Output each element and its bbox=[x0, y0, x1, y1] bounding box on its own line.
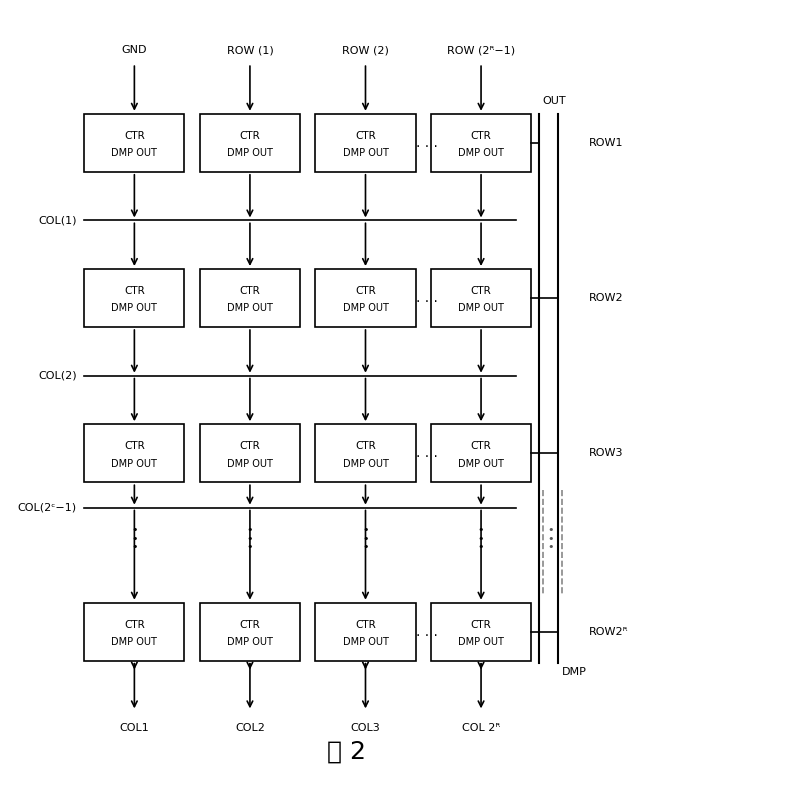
Text: DMP OUT: DMP OUT bbox=[227, 149, 273, 158]
Text: CTR: CTR bbox=[355, 286, 376, 296]
Text: CTR: CTR bbox=[470, 131, 491, 141]
FancyBboxPatch shape bbox=[315, 603, 415, 660]
Text: CTR: CTR bbox=[239, 286, 260, 296]
FancyBboxPatch shape bbox=[84, 603, 185, 660]
Text: GND: GND bbox=[122, 46, 147, 55]
Text: DMP OUT: DMP OUT bbox=[342, 459, 389, 468]
Text: DMP OUT: DMP OUT bbox=[227, 303, 273, 314]
Text: DMP OUT: DMP OUT bbox=[111, 459, 158, 468]
Text: DMP OUT: DMP OUT bbox=[342, 149, 389, 158]
FancyBboxPatch shape bbox=[431, 269, 531, 327]
Text: DMP OUT: DMP OUT bbox=[342, 638, 389, 647]
FancyBboxPatch shape bbox=[84, 114, 185, 172]
FancyBboxPatch shape bbox=[84, 424, 185, 483]
Text: DMP OUT: DMP OUT bbox=[227, 459, 273, 468]
Text: OUT: OUT bbox=[542, 96, 566, 106]
Text: 图 2: 图 2 bbox=[326, 740, 366, 764]
Text: CTR: CTR bbox=[470, 619, 491, 630]
Text: CTR: CTR bbox=[355, 131, 376, 141]
Text: CTR: CTR bbox=[470, 286, 491, 296]
Text: CTR: CTR bbox=[239, 131, 260, 141]
FancyBboxPatch shape bbox=[200, 114, 300, 172]
Text: COL(2): COL(2) bbox=[38, 371, 77, 381]
Text: DMP: DMP bbox=[562, 667, 587, 677]
Text: DMP OUT: DMP OUT bbox=[111, 303, 158, 314]
Text: CTR: CTR bbox=[124, 286, 145, 296]
Text: . . .: . . . bbox=[416, 136, 438, 150]
Text: DMP OUT: DMP OUT bbox=[227, 638, 273, 647]
Text: . . .: . . . bbox=[416, 291, 438, 305]
Text: CTR: CTR bbox=[355, 442, 376, 451]
Text: COL(1): COL(1) bbox=[38, 216, 77, 225]
FancyBboxPatch shape bbox=[431, 603, 531, 660]
Text: COL 2ᴿ: COL 2ᴿ bbox=[462, 723, 500, 733]
FancyBboxPatch shape bbox=[200, 269, 300, 327]
Text: . . .: . . . bbox=[416, 625, 438, 638]
FancyBboxPatch shape bbox=[431, 114, 531, 172]
FancyBboxPatch shape bbox=[315, 269, 415, 327]
Text: •
•
•: • • • bbox=[131, 525, 138, 552]
Text: DMP OUT: DMP OUT bbox=[342, 303, 389, 314]
Text: ROW2ᴿ: ROW2ᴿ bbox=[589, 626, 629, 637]
Text: •
•
•: • • • bbox=[246, 525, 253, 552]
Text: ROW3: ROW3 bbox=[589, 448, 623, 458]
Text: DMP OUT: DMP OUT bbox=[458, 149, 504, 158]
Text: ROW2: ROW2 bbox=[589, 293, 623, 303]
Text: CTR: CTR bbox=[124, 619, 145, 630]
FancyBboxPatch shape bbox=[431, 424, 531, 483]
Text: ROW (2ᴿ−1): ROW (2ᴿ−1) bbox=[447, 46, 515, 55]
FancyBboxPatch shape bbox=[200, 424, 300, 483]
Text: DMP OUT: DMP OUT bbox=[458, 638, 504, 647]
Text: •
•
•: • • • bbox=[478, 525, 484, 552]
Text: ROW1: ROW1 bbox=[589, 137, 623, 148]
Text: CTR: CTR bbox=[124, 131, 145, 141]
FancyBboxPatch shape bbox=[315, 114, 415, 172]
Text: DMP OUT: DMP OUT bbox=[111, 638, 158, 647]
Text: . . .: . . . bbox=[416, 446, 438, 461]
Text: DMP OUT: DMP OUT bbox=[111, 149, 158, 158]
FancyBboxPatch shape bbox=[84, 269, 185, 327]
Text: ROW (2): ROW (2) bbox=[342, 46, 389, 55]
Text: DMP OUT: DMP OUT bbox=[458, 303, 504, 314]
Text: CTR: CTR bbox=[470, 442, 491, 451]
Text: CTR: CTR bbox=[355, 619, 376, 630]
Text: DMP OUT: DMP OUT bbox=[458, 459, 504, 468]
Text: ROW (1): ROW (1) bbox=[226, 46, 274, 55]
FancyBboxPatch shape bbox=[200, 603, 300, 660]
Text: CTR: CTR bbox=[239, 619, 260, 630]
Text: CTR: CTR bbox=[124, 442, 145, 451]
Text: COL1: COL1 bbox=[119, 723, 150, 733]
FancyBboxPatch shape bbox=[315, 424, 415, 483]
Text: COL(2ᶜ−1): COL(2ᶜ−1) bbox=[18, 502, 77, 513]
Text: CTR: CTR bbox=[239, 442, 260, 451]
Text: COL2: COL2 bbox=[235, 723, 265, 733]
Text: •
•
•: • • • bbox=[547, 525, 554, 552]
Text: COL3: COL3 bbox=[350, 723, 380, 733]
Text: •
•
•: • • • bbox=[362, 525, 369, 552]
